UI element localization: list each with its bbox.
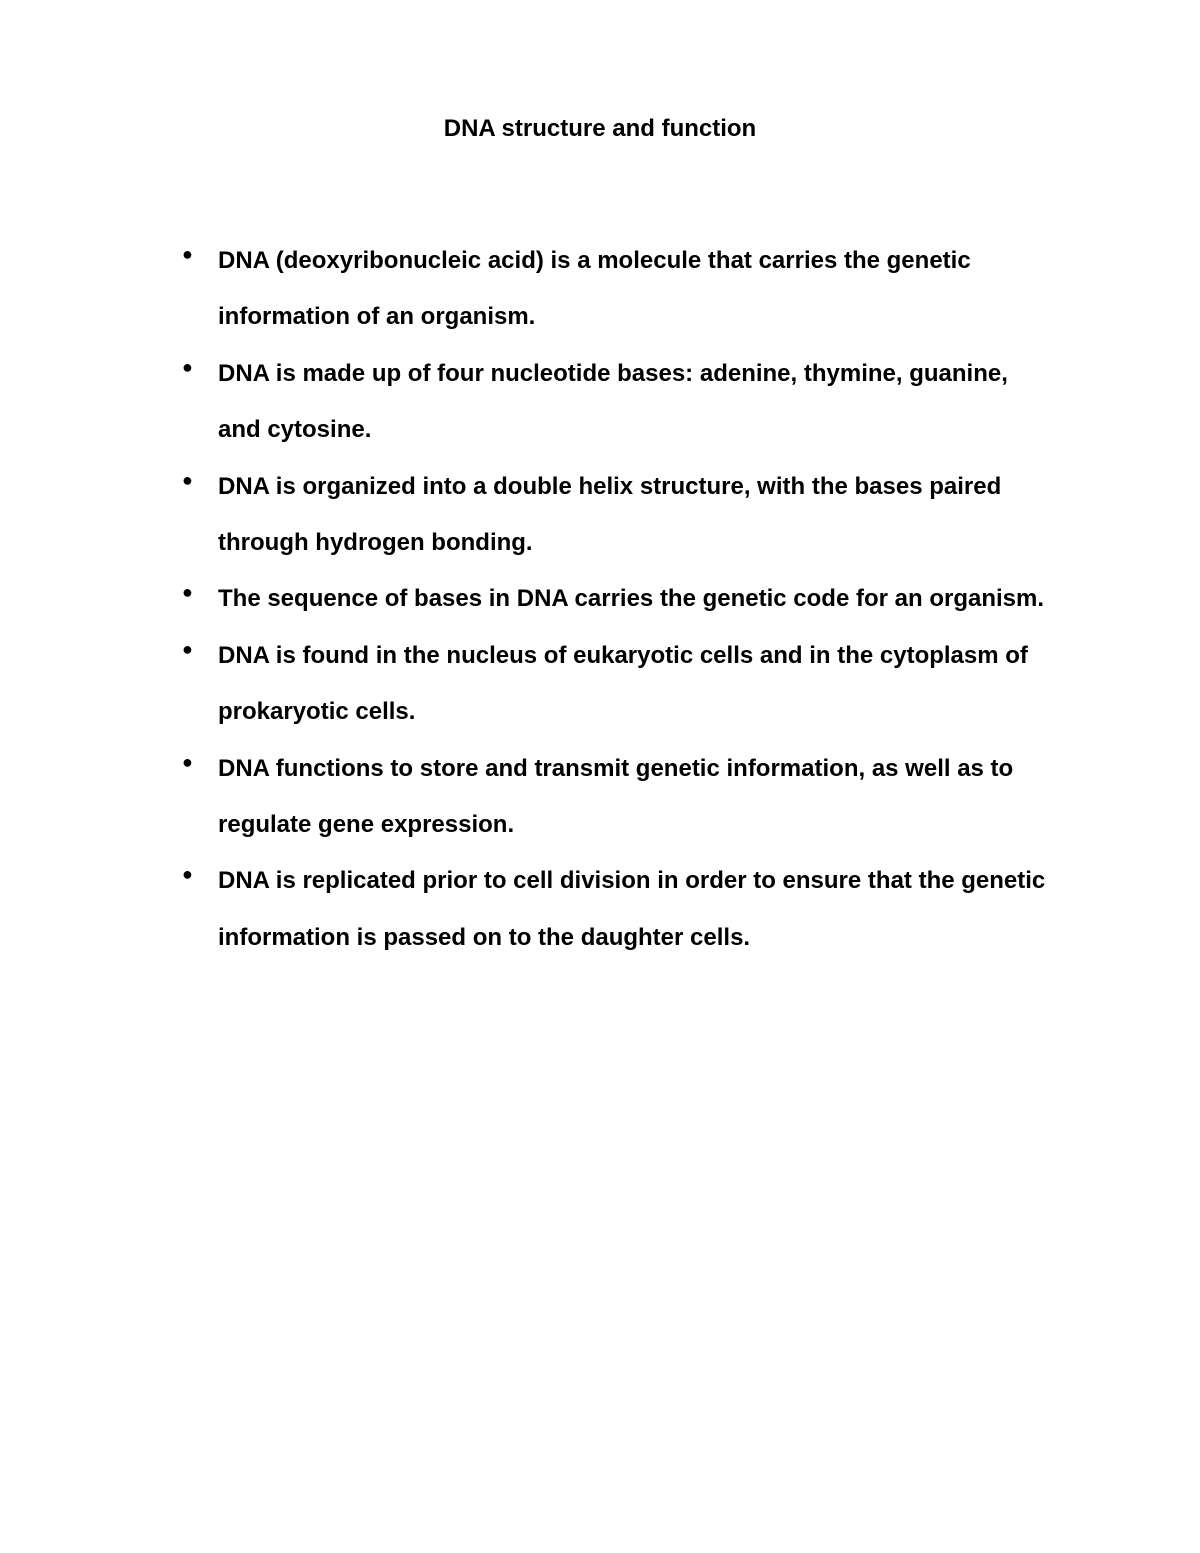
- list-item: DNA is organized into a double helix str…: [190, 459, 1055, 572]
- list-item: DNA is made up of four nucleotide bases:…: [190, 346, 1055, 459]
- list-item: DNA functions to store and transmit gene…: [190, 741, 1055, 854]
- list-item: DNA (deoxyribonucleic acid) is a molecul…: [190, 233, 1055, 346]
- list-item: DNA is found in the nucleus of eukaryoti…: [190, 628, 1055, 741]
- document-title: DNA structure and function: [145, 115, 1055, 143]
- list-item: DNA is replicated prior to cell division…: [190, 853, 1055, 966]
- list-item: The sequence of bases in DNA carries the…: [190, 571, 1055, 627]
- bullet-list: DNA (deoxyribonucleic acid) is a molecul…: [145, 233, 1055, 966]
